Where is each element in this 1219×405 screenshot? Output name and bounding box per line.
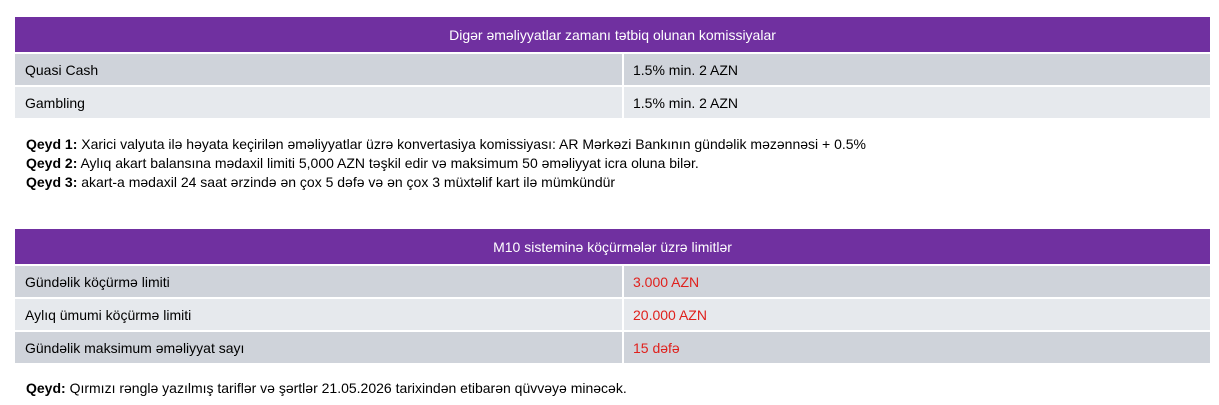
note-3: Qeyd 3: akart-a mədaxil 24 saat ərzində … [26,174,616,190]
table-title: M10 sisteminə köçürmələr üzrə limitlər [15,229,1210,264]
row-value: 1.5% min. 2 AZN [633,94,739,111]
note-2: Qeyd 2: Aylıq akart balansına mədaxil li… [26,155,699,171]
table-row: Aylıq ümumi köçürmə limiti 20.000 AZN [15,299,1210,330]
row-value: 15 dəfə [633,339,680,356]
row-label: Quasi Cash [15,54,624,85]
table-row: Gambling 1.5% min. 2 AZN [15,87,1210,118]
effective-date-note: Qeyd: Qırmızı rənglə yazılmış tariflər v… [26,380,627,396]
commissions-table: Digər əməliyyatlar zamanı tətbiq olunan … [15,17,1210,120]
notes: Qeyd 1: Xarici valyuta ilə həyata keçiri… [26,135,866,192]
table-row: Quasi Cash 1.5% min. 2 AZN [15,54,1210,85]
row-value: 20.000 AZN [633,306,707,323]
row-value: 1.5% min. 2 AZN [633,61,739,78]
limits-table: M10 sisteminə köçürmələr üzrə limitlər G… [15,229,1210,365]
table-row: Gündəlik maksimum əməliyyat sayı 15 dəfə [15,332,1210,363]
note-1: Qeyd 1: Xarici valyuta ilə həyata keçiri… [26,136,866,152]
row-label: Gambling [15,87,624,118]
row-label: Gündəlik maksimum əməliyyat sayı [15,332,624,363]
row-value: 3.000 AZN [633,273,700,290]
row-label: Gündəlik köçürmə limiti [15,266,624,297]
table-row: Gündəlik köçürmə limiti 3.000 AZN [15,266,1210,297]
row-label: Aylıq ümumi köçürmə limiti [15,299,624,330]
table-title: Digər əməliyyatlar zamanı tətbiq olunan … [15,17,1210,52]
